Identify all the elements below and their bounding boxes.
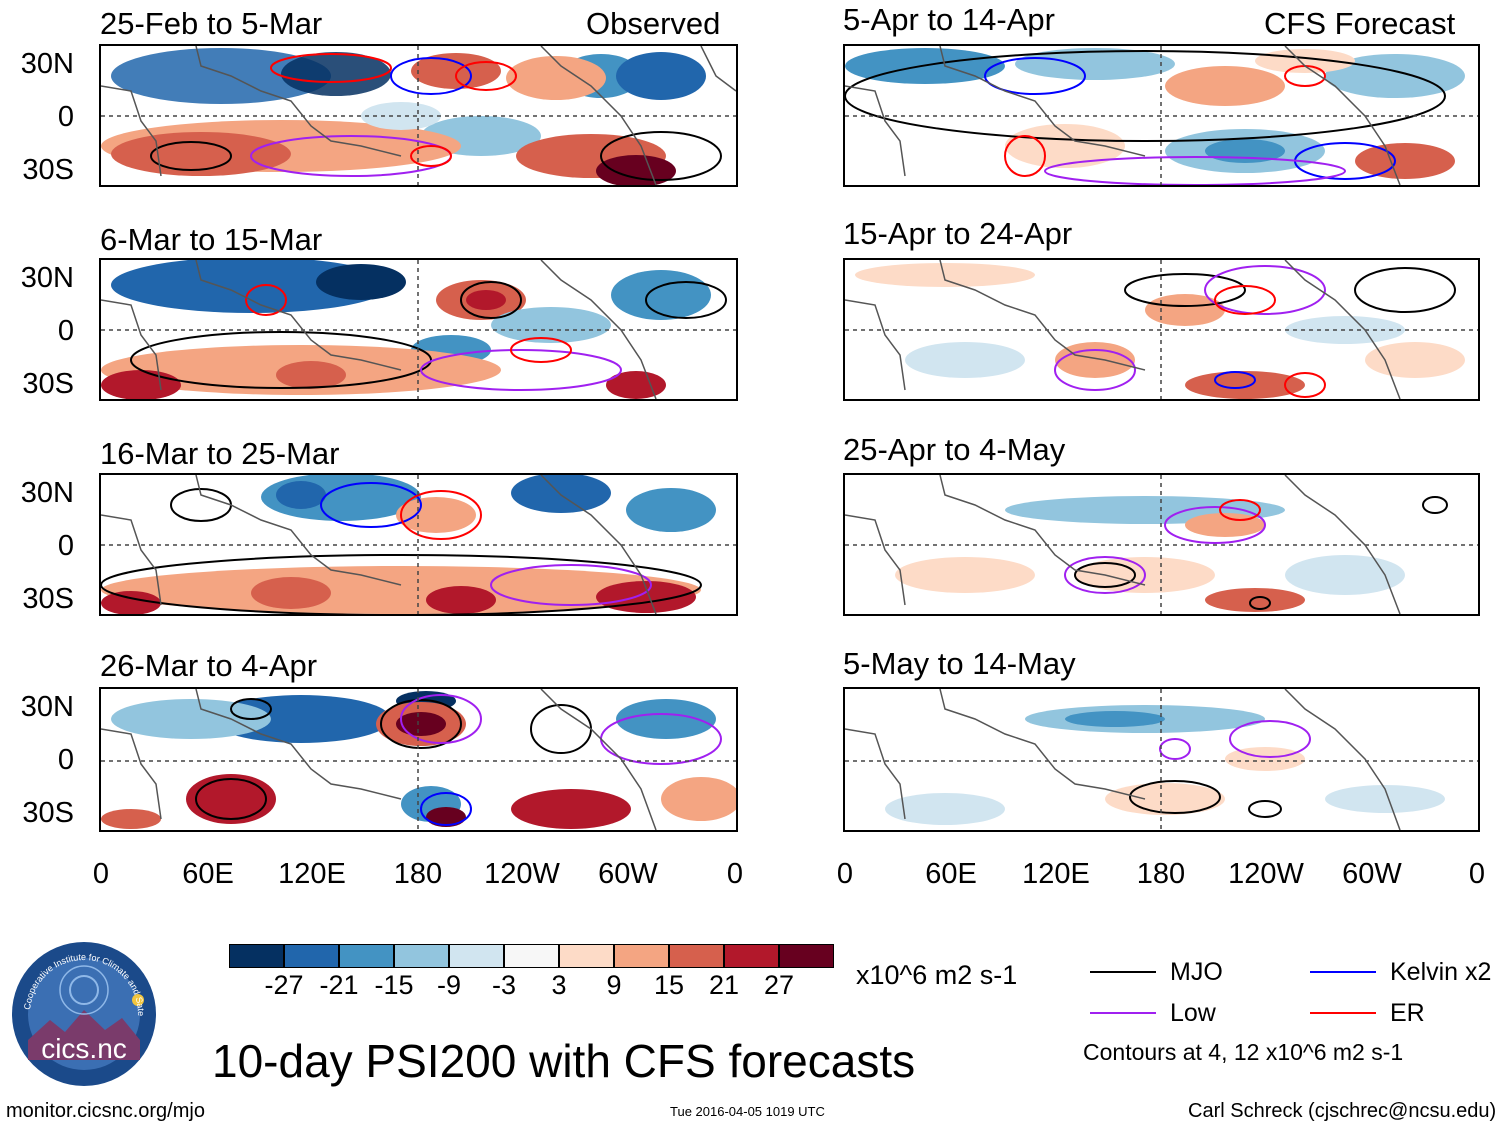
legend-low-line <box>1090 1012 1156 1014</box>
legend-kelvin-label: Kelvin x2 <box>1390 958 1492 986</box>
colorbar-label: 21 <box>708 970 740 1000</box>
shading-layer <box>101 48 706 185</box>
colorbar-swatch <box>724 944 779 968</box>
panel-right-1-tag: CFS Forecast <box>1264 6 1456 41</box>
logo-text: cics.nc <box>41 1033 127 1064</box>
map-panel-right-3 <box>843 473 1480 616</box>
colorbar-label: -9 <box>436 970 462 1000</box>
colorbar-label: 3 <box>551 970 567 1000</box>
colorbar-swatch <box>394 944 449 968</box>
panel-left-2-title: 6-Mar to 15-Mar <box>100 222 323 257</box>
map-panel-left-1 <box>99 44 738 187</box>
colorbar-label: 27 <box>763 970 795 1000</box>
map-panel-left-4 <box>99 687 738 832</box>
panel-left-4-title: 26-Mar to 4-Apr <box>100 648 318 683</box>
legend-note: Contours at 4, 12 x10^6 m2 s-1 <box>1083 1039 1404 1065</box>
map-panel-right-2 <box>843 258 1480 401</box>
colorbar-label: 15 <box>653 970 685 1000</box>
colorbar-label: -21 <box>319 970 359 1000</box>
legend-er-line <box>1310 1012 1376 1014</box>
contour-layer <box>150 53 722 181</box>
panel-left-1-tag: Observed <box>586 6 721 41</box>
panel-right-4-title: 5-May to 14-May <box>843 646 1076 681</box>
footer-right: Carl Schreck (cjschrec@ncsu.edu) <box>1188 1100 1497 1122</box>
cics-logo: cics.nc Cooperative Institute for Climat… <box>7 932 158 1088</box>
legend-er-label: ER <box>1390 999 1425 1027</box>
colorbar-swatch <box>559 944 614 968</box>
legend-low-label: Low <box>1170 999 1216 1027</box>
legend-kelvin-line <box>1310 971 1376 973</box>
colorbar-label: 9 <box>606 970 622 1000</box>
map-panel-left-2 <box>99 258 738 401</box>
colorbar-swatch <box>229 944 284 968</box>
map-panel-right-4 <box>843 687 1480 832</box>
main-title: 10-day PSI200 with CFS forecasts <box>212 1035 916 1087</box>
colorbar-swatch <box>779 944 834 968</box>
colorbar-units: x10^6 m2 s-1 <box>856 960 1018 990</box>
footer-center: Tue 2016-04-05 1019 UTC <box>670 1104 825 1119</box>
map-panel-left-3 <box>99 473 738 616</box>
panel-left-1-title: 25-Feb to 5-Mar <box>100 6 323 41</box>
colorbar-swatch <box>339 944 394 968</box>
colorbar-swatch <box>449 944 504 968</box>
map-panel-right-1 <box>843 44 1480 187</box>
legend-mjo-label: MJO <box>1170 958 1223 986</box>
colorbar-swatch <box>284 944 339 968</box>
colorbar-swatch <box>504 944 559 968</box>
colorbar-label: -3 <box>491 970 517 1000</box>
legend-mjo-line <box>1090 971 1156 973</box>
panel-left-3-title: 16-Mar to 25-Mar <box>100 436 340 471</box>
panel-right-3-title: 25-Apr to 4-May <box>843 432 1066 467</box>
colorbar-label: -15 <box>374 970 414 1000</box>
colorbar-label: -27 <box>264 970 304 1000</box>
panel-right-2-title: 15-Apr to 24-Apr <box>843 216 1073 251</box>
coastline-layer <box>101 46 736 185</box>
panel-right-1-title: 5-Apr to 14-Apr <box>843 2 1055 37</box>
footer-left: monitor.cicsnc.org/mjo <box>6 1100 205 1122</box>
colorbar-swatch <box>669 944 724 968</box>
colorbar-swatch <box>614 944 669 968</box>
